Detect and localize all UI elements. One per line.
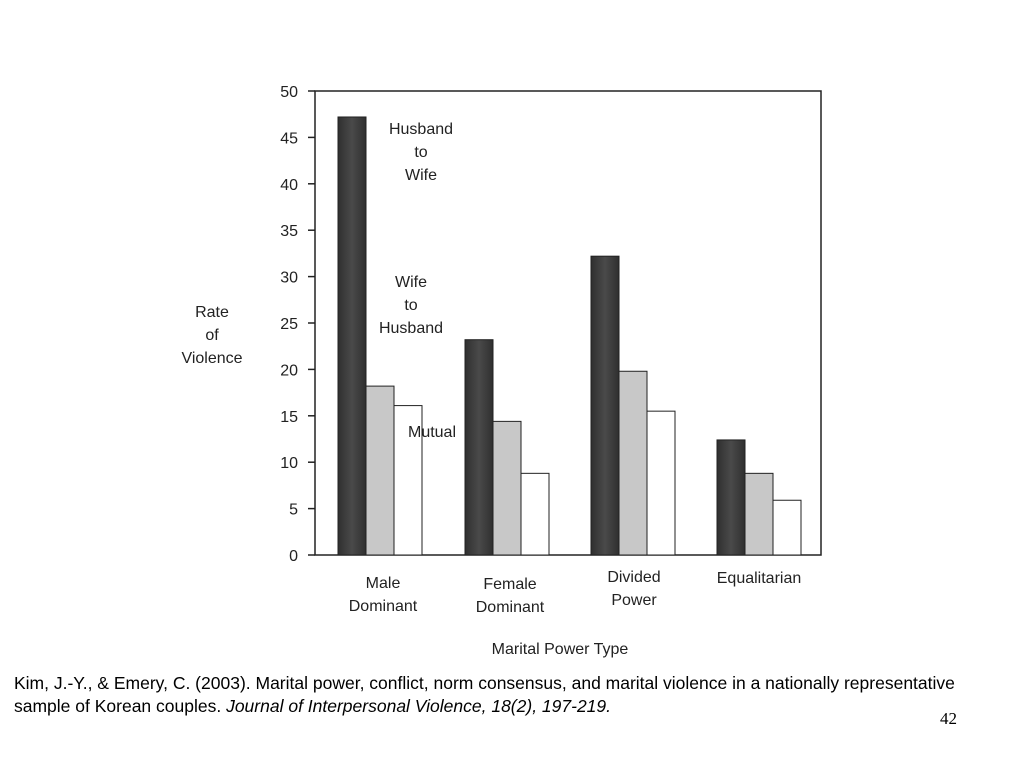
series-annotation: Mutual	[408, 424, 456, 441]
bar	[772, 499, 802, 556]
bar-chart: 0 5 10 15 20 25 30 35 40 45 50 Male Dominant Female D…	[181, 84, 822, 658]
bar	[464, 339, 494, 556]
series-annotation: Husband	[389, 121, 453, 138]
y-tick-label: 35	[280, 223, 298, 240]
y-axis-title: Rate of Violence	[181, 304, 242, 367]
y-tick-label: 45	[280, 130, 298, 147]
bar	[716, 439, 746, 556]
citation-journal: Journal of Interpersonal Violence, 18(2)…	[226, 696, 612, 716]
bar	[646, 410, 676, 556]
category-label: Equalitarian	[717, 570, 802, 587]
series-annotation: to	[404, 297, 417, 314]
y-tick-label: 30	[280, 270, 298, 287]
y-tick-label: 0	[289, 548, 298, 565]
category-label: Dominant	[476, 599, 545, 616]
bar	[520, 472, 550, 556]
bar	[590, 255, 620, 556]
category-label: Female	[483, 576, 536, 593]
bar	[337, 116, 367, 556]
citation-text: Kim, J.-Y., & Emery, C. (2003). Marital …	[14, 673, 955, 716]
y-tick-label: 15	[280, 409, 298, 426]
category-label: Dominant	[349, 598, 418, 615]
y-tick-label: 40	[280, 177, 298, 194]
page-number: 42	[940, 709, 957, 728]
x-axis-title: Marital Power Type	[492, 641, 629, 658]
category-label: Divided	[607, 569, 660, 586]
y-axis-title-line: Rate	[195, 304, 229, 321]
y-axis-title-line: Violence	[181, 350, 242, 367]
series-annotation: Wife	[405, 167, 437, 184]
y-tick-label: 50	[280, 84, 298, 101]
y-axis-title-line: of	[205, 327, 219, 344]
y-tick-label: 10	[280, 455, 298, 472]
series-annotation: to	[414, 144, 427, 161]
bar	[618, 370, 648, 556]
y-tick-label: 20	[280, 362, 298, 379]
bar	[365, 385, 395, 556]
category-label: Male	[366, 575, 401, 592]
bar	[492, 420, 522, 556]
series-annotation: Husband	[379, 320, 443, 337]
y-tick-label: 25	[280, 316, 298, 333]
bar	[393, 405, 423, 556]
citation: Kim, J.-Y., & Emery, C. (2003). Marital …	[14, 672, 974, 718]
series-annotation: Wife	[395, 274, 427, 291]
y-tick-label: 5	[289, 502, 298, 519]
category-label: Power	[611, 592, 657, 609]
bar	[744, 472, 774, 556]
